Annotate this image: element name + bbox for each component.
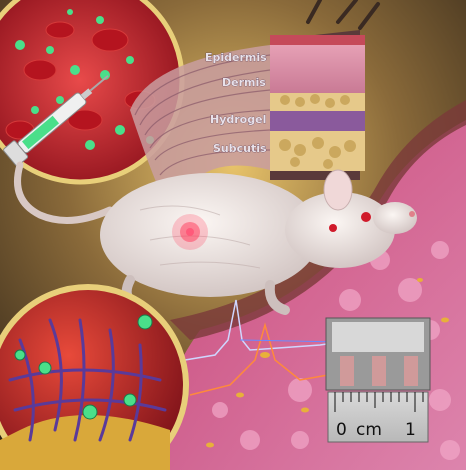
molecular-inset [0, 284, 189, 470]
hair-strands [306, 0, 380, 30]
subcutis-label: Subcutis [213, 142, 267, 155]
syringe-icon [3, 75, 109, 167]
hydrogel-label: Hydrogel [210, 113, 266, 126]
ruler-icon: 0 cm 1 [327, 391, 429, 443]
dermis-label: Dermis [222, 76, 266, 89]
ruler-one-label: 1 [405, 420, 416, 440]
epidermis-label: Epidermis [205, 51, 267, 64]
ruler-unit-label: cm [356, 420, 382, 440]
sensor-implant-icon [172, 214, 208, 250]
mouse-illustration [14, 161, 417, 315]
nanoparticle-icon [14, 314, 153, 420]
skin-cross-section [130, 30, 365, 220]
signal-traces [184, 299, 346, 396]
tissue-vessel-rim [170, 100, 466, 340]
ruler-zero-label: 0 [336, 420, 347, 440]
sensor-photo-inset [325, 317, 431, 391]
